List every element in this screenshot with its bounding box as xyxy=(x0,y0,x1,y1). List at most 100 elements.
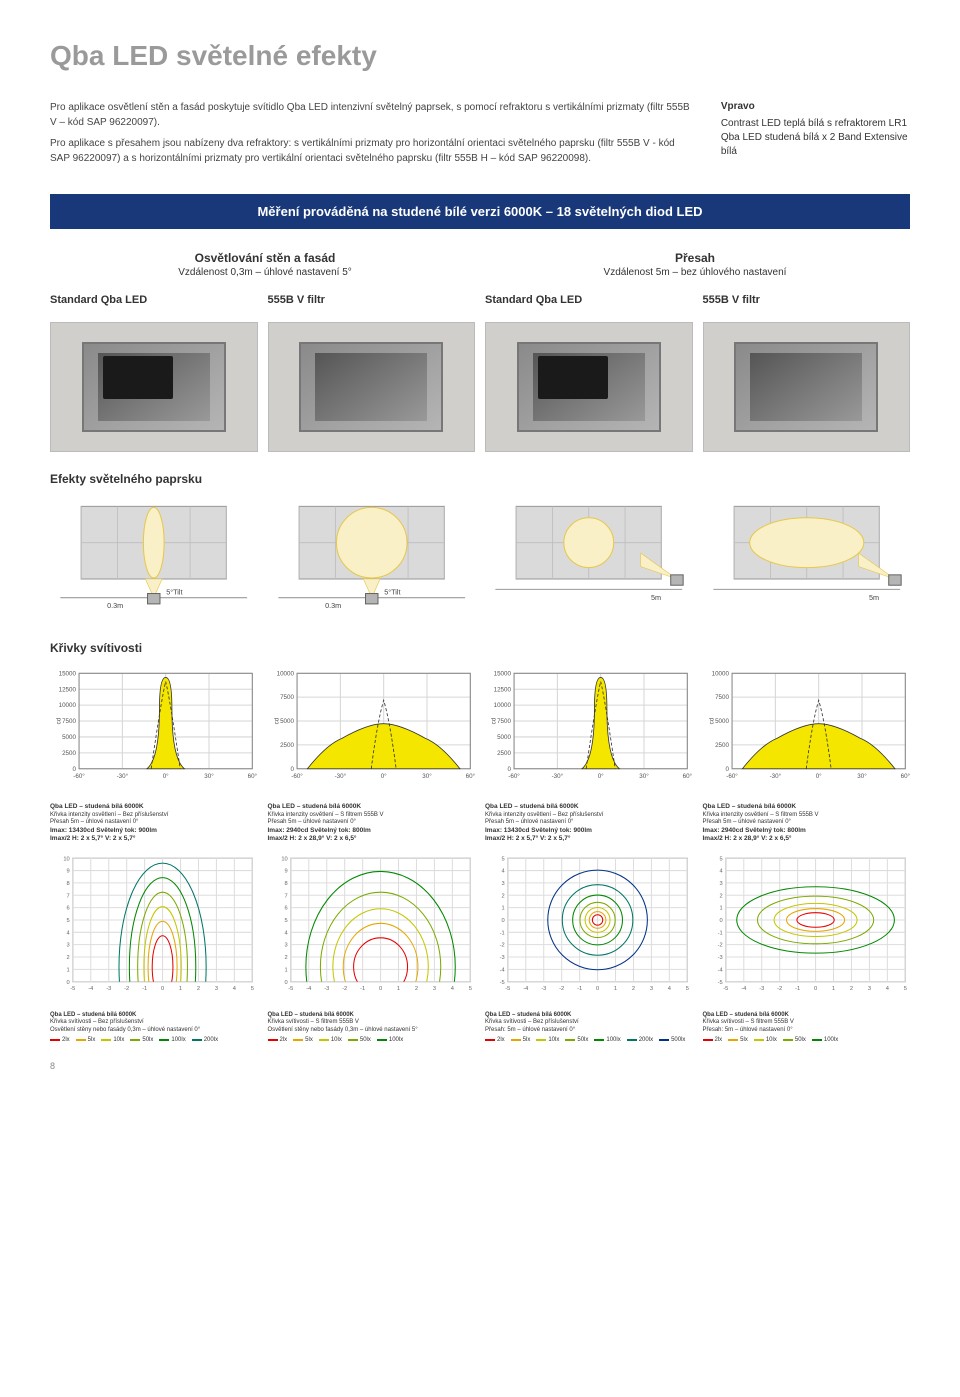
svg-text:-3: -3 xyxy=(324,986,329,992)
svg-text:-5: -5 xyxy=(500,980,505,986)
svg-text:8: 8 xyxy=(284,881,287,887)
isolux-chart: -5-4-3-2-1012345012345678910 Qba LED – s… xyxy=(50,852,258,1043)
svg-text:2: 2 xyxy=(849,986,852,992)
svg-text:-3: -3 xyxy=(541,986,546,992)
svg-text:cd: cd xyxy=(708,717,715,724)
svg-text:2: 2 xyxy=(719,893,722,899)
svg-text:5m: 5m xyxy=(869,593,879,602)
svg-text:0: 0 xyxy=(596,986,599,992)
luminosity-chart: 025005000750010000-60°-30°0°30°60° cd Qb… xyxy=(268,665,476,844)
svg-text:0: 0 xyxy=(507,765,511,772)
col-label: Standard Qba LED xyxy=(50,294,258,306)
svg-text:-4: -4 xyxy=(306,986,311,992)
svg-text:-30°: -30° xyxy=(769,773,781,780)
intro-right-heading: Vpravo xyxy=(721,100,910,114)
isolux-legend: 2lx5lx10lx50lx100lx xyxy=(703,1037,911,1043)
group-left-h2: Vzdálenost 0,3m – úhlové nastavení 5° xyxy=(50,267,480,278)
svg-text:30°: 30° xyxy=(857,773,867,780)
luminosity-meta: Qba LED – studená bílá 6000KKřivka inten… xyxy=(703,803,911,844)
svg-text:30°: 30° xyxy=(639,773,649,780)
product-photo xyxy=(268,322,476,452)
svg-text:-60°: -60° xyxy=(726,773,738,780)
svg-text:-3: -3 xyxy=(759,986,764,992)
svg-text:-4: -4 xyxy=(88,986,93,992)
svg-text:5: 5 xyxy=(686,986,689,992)
svg-text:0°: 0° xyxy=(815,773,821,780)
svg-text:2500: 2500 xyxy=(497,749,511,756)
svg-text:5: 5 xyxy=(719,856,722,862)
svg-text:5000: 5000 xyxy=(62,734,76,741)
svg-text:0°: 0° xyxy=(163,773,169,780)
svg-text:cd: cd xyxy=(55,717,62,724)
page-number: 8 xyxy=(50,1061,910,1071)
svg-text:6: 6 xyxy=(284,906,287,912)
svg-text:-3: -3 xyxy=(717,955,722,961)
svg-text:0.3m: 0.3m xyxy=(107,601,123,610)
svg-text:-1: -1 xyxy=(717,930,722,936)
col-label: Standard Qba LED xyxy=(485,294,693,306)
svg-text:-1: -1 xyxy=(500,930,505,936)
svg-text:12500: 12500 xyxy=(59,686,77,693)
group-headers: Osvětlování stěn a fasád Vzdálenost 0,3m… xyxy=(50,251,910,290)
svg-text:7: 7 xyxy=(67,893,70,899)
svg-text:10000: 10000 xyxy=(59,702,77,709)
svg-text:4: 4 xyxy=(67,930,70,936)
intro-text: Pro aplikace osvětlení stěn a fasád posk… xyxy=(50,100,697,166)
intro-right: Vpravo Contrast LED teplá bílá s refrakt… xyxy=(721,100,910,166)
svg-text:2: 2 xyxy=(67,955,70,961)
svg-text:60°: 60° xyxy=(683,773,693,780)
svg-text:-4: -4 xyxy=(500,967,505,973)
svg-text:0: 0 xyxy=(67,980,70,986)
svg-text:9: 9 xyxy=(284,869,287,875)
svg-text:-30°: -30° xyxy=(334,773,346,780)
svg-text:9: 9 xyxy=(67,869,70,875)
svg-text:-5: -5 xyxy=(288,986,293,992)
page: Qba LED světelné efekty Pro aplikace osv… xyxy=(0,0,960,1091)
svg-text:5000: 5000 xyxy=(715,718,729,725)
lum-row: 0250050007500100001250015000-60°-30°0°30… xyxy=(50,665,910,844)
beam-diagram: 0.3m5°Tilt xyxy=(50,496,258,621)
svg-text:3: 3 xyxy=(432,986,435,992)
svg-text:8: 8 xyxy=(67,881,70,887)
svg-text:5: 5 xyxy=(251,986,254,992)
intro-right-line: Qba LED studená bílá x 2 Band Extensive … xyxy=(721,131,910,159)
svg-text:1: 1 xyxy=(502,906,505,912)
isolux-meta: Qba LED – studená bílá 6000KKřivka svíti… xyxy=(268,1012,476,1035)
svg-text:0: 0 xyxy=(290,765,294,772)
product-photo xyxy=(50,322,258,452)
svg-text:7500: 7500 xyxy=(497,718,511,725)
svg-text:12500: 12500 xyxy=(494,686,512,693)
isolux-legend: 2lx5lx10lx50lx100lx200lx500lx xyxy=(485,1037,693,1043)
svg-text:4: 4 xyxy=(668,986,671,992)
svg-text:2500: 2500 xyxy=(715,741,729,748)
intro-row: Pro aplikace osvětlení stěn a fasád posk… xyxy=(50,100,910,166)
svg-text:3: 3 xyxy=(867,986,870,992)
isolux-meta: Qba LED – studená bílá 6000KKřivka svíti… xyxy=(703,1012,911,1035)
svg-text:-5: -5 xyxy=(505,986,510,992)
col-label: 555B V filtr xyxy=(703,294,911,306)
svg-text:4: 4 xyxy=(719,869,722,875)
svg-text:3: 3 xyxy=(719,881,722,887)
svg-text:-3: -3 xyxy=(106,986,111,992)
svg-text:0.3m: 0.3m xyxy=(325,601,341,610)
isolux-meta: Qba LED – studená bílá 6000KKřivka svíti… xyxy=(50,1012,258,1035)
svg-text:2500: 2500 xyxy=(62,749,76,756)
svg-text:-60°: -60° xyxy=(291,773,303,780)
svg-text:-4: -4 xyxy=(741,986,746,992)
svg-text:7500: 7500 xyxy=(280,694,294,701)
svg-text:10: 10 xyxy=(63,856,69,862)
group-left: Osvětlování stěn a fasád Vzdálenost 0,3m… xyxy=(50,251,480,290)
beam-diagram: 5m xyxy=(703,496,911,621)
isolux-meta: Qba LED – studená bílá 6000KKřivka svíti… xyxy=(485,1012,693,1035)
svg-text:2: 2 xyxy=(414,986,417,992)
svg-text:-1: -1 xyxy=(795,986,800,992)
svg-text:-3: -3 xyxy=(500,955,505,961)
svg-text:-2: -2 xyxy=(777,986,782,992)
group-right-h2: Vzdálenost 5m – bez úhlového nastavení xyxy=(480,267,910,278)
beam-diagram: 0.3m5°Tilt xyxy=(268,496,476,621)
svg-text:5: 5 xyxy=(502,856,505,862)
svg-text:5: 5 xyxy=(67,918,70,924)
svg-text:3: 3 xyxy=(284,943,287,949)
svg-text:1: 1 xyxy=(719,906,722,912)
luminosity-chart: 0250050007500100001250015000-60°-30°0°30… xyxy=(50,665,258,844)
